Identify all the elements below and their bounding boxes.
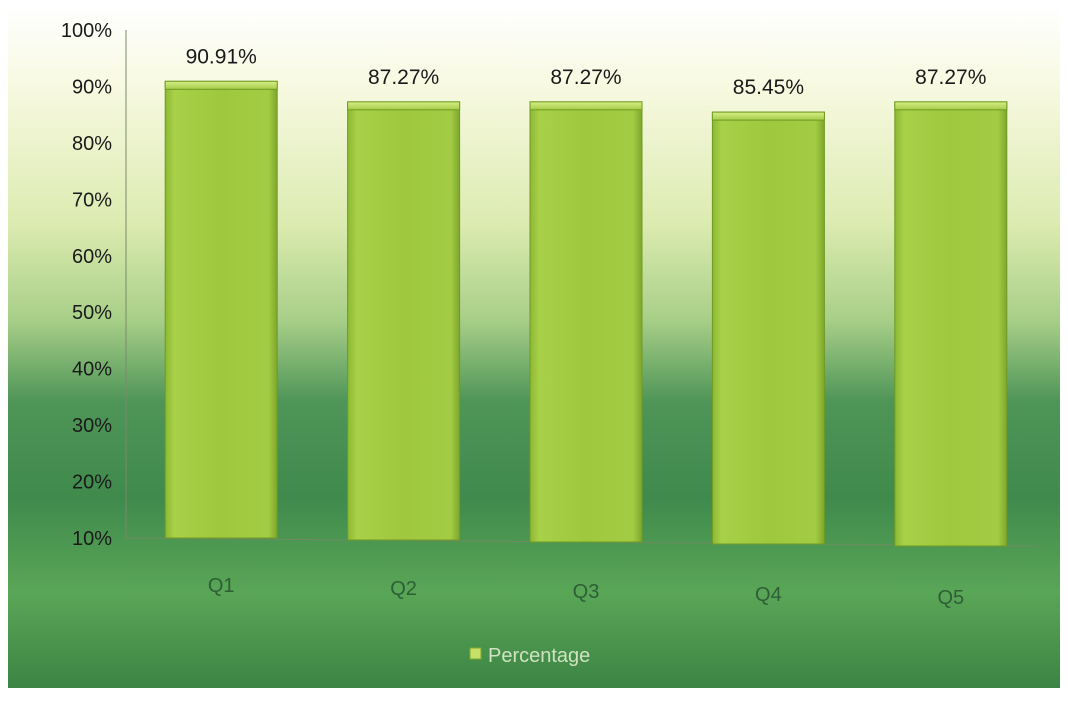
- y-tick-label: 90%: [72, 76, 112, 98]
- x-tick-label-q5: Q5: [937, 587, 964, 609]
- legend-swatch: [469, 647, 482, 660]
- legend: Percentage: [469, 645, 590, 667]
- data-label-q2: 87.27%: [368, 66, 439, 89]
- data-label-q4: 85.45%: [733, 76, 804, 99]
- x-tick-label-q2: Q2: [390, 578, 417, 600]
- bar-top-q4: [711, 111, 825, 121]
- y-tick-label: 100%: [61, 20, 112, 42]
- legend-label: Percentage: [488, 645, 590, 667]
- bar-chart: 10% 20% 30% 40% 50% 60% 70% 80% 90% 100% 90.91% 87…: [8, 6, 1060, 688]
- bar-top-q1: [164, 80, 278, 90]
- bar-q2: [347, 101, 461, 541]
- bar-top-q2: [347, 101, 461, 111]
- bar-q5: [894, 101, 1008, 547]
- bar-q1: [164, 80, 278, 539]
- x-tick-label-q3: Q3: [573, 581, 600, 603]
- data-label-q1: 90.91%: [186, 45, 257, 68]
- chart-frame: 10% 20% 30% 40% 50% 60% 70% 80% 90% 100% 90.91% 87…: [8, 6, 1060, 688]
- bars-group: [164, 80, 1008, 547]
- y-tick-label: 10%: [72, 528, 112, 550]
- y-tick-label: 40%: [72, 359, 112, 381]
- y-tick-label: 80%: [72, 133, 112, 155]
- y-tick-label: 50%: [72, 302, 112, 324]
- data-labels-group: 90.91% 87.27% 87.27% 85.45% 87.27%: [186, 45, 987, 99]
- bar-top-q3: [529, 101, 643, 111]
- data-label-q5: 87.27%: [915, 66, 986, 89]
- bar-top-q5: [894, 101, 1008, 111]
- y-tick-label: 30%: [72, 415, 112, 437]
- x-axis-ticks: Q1 Q2 Q3 Q4 Q5: [208, 575, 964, 609]
- y-tick-label: 20%: [72, 472, 112, 494]
- y-tick-label: 60%: [72, 246, 112, 268]
- y-axis-ticks: 10% 20% 30% 40% 50% 60% 70% 80% 90% 100%: [61, 20, 112, 550]
- bar-q3: [529, 101, 643, 543]
- y-tick-label: 70%: [72, 189, 112, 211]
- data-label-q3: 87.27%: [550, 66, 621, 89]
- x-tick-label-q1: Q1: [208, 575, 235, 597]
- bar-q4: [711, 111, 825, 545]
- x-tick-label-q4: Q4: [755, 584, 782, 606]
